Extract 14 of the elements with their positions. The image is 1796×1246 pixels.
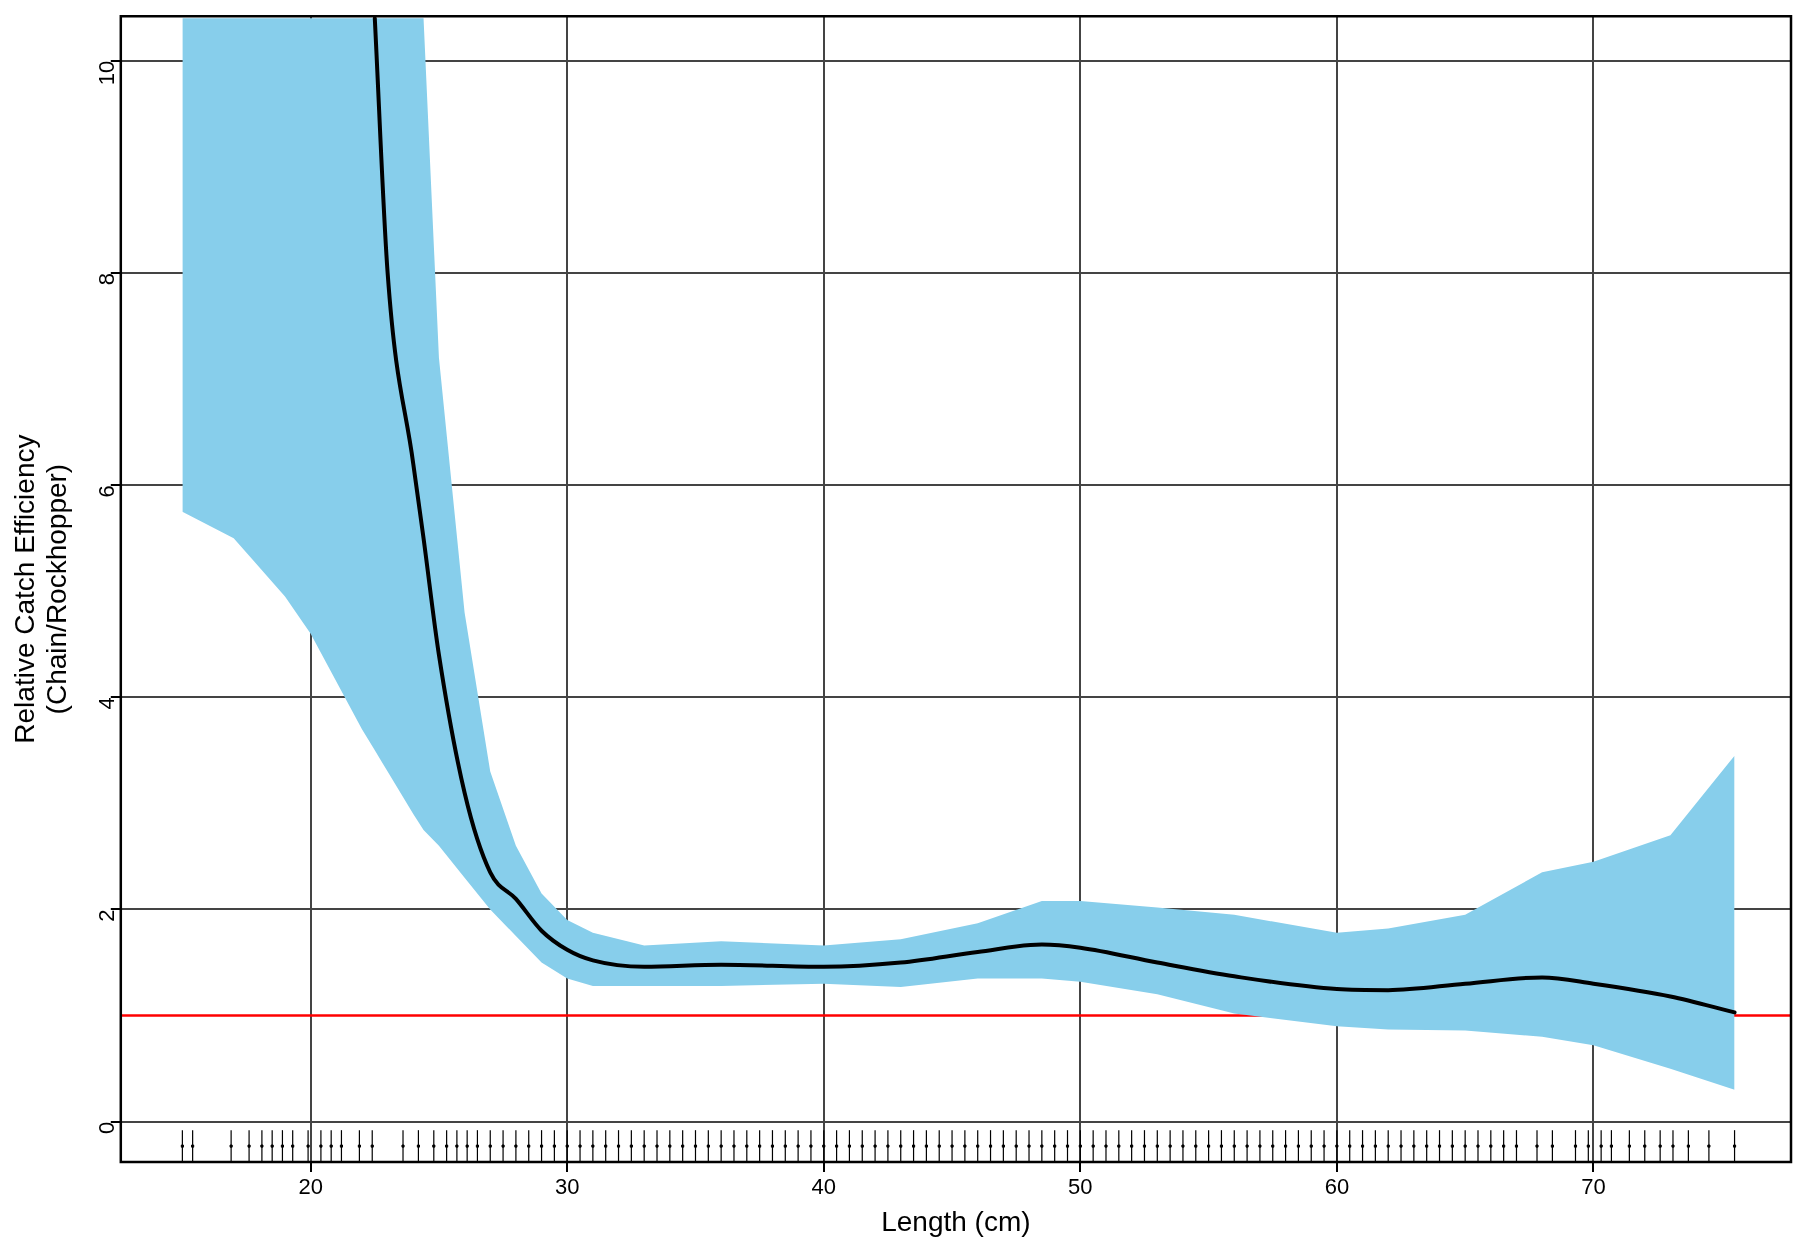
y-tick-label: 2: [93, 909, 119, 922]
x-axis-title: Length (cm): [881, 1205, 1031, 1237]
y-tick-label: 0: [93, 1121, 119, 1134]
y-tick-label: 8: [93, 272, 119, 286]
x-tick-label: 70: [1581, 1174, 1606, 1200]
y-tick-label: 10: [93, 60, 119, 86]
x-tick-label: 40: [811, 1174, 837, 1200]
x-tick-label: 20: [298, 1174, 323, 1200]
y-tick-label: 6: [93, 485, 119, 498]
y-tick-label: 4: [93, 697, 119, 710]
x-tick-label: 60: [1324, 1174, 1350, 1200]
y-axis-title: Relative Catch Efficiency (Chain/Rockhopper): [8, 434, 73, 744]
x-tick-label: 30: [554, 1174, 580, 1200]
x-tick-label: 50: [1068, 1174, 1093, 1200]
